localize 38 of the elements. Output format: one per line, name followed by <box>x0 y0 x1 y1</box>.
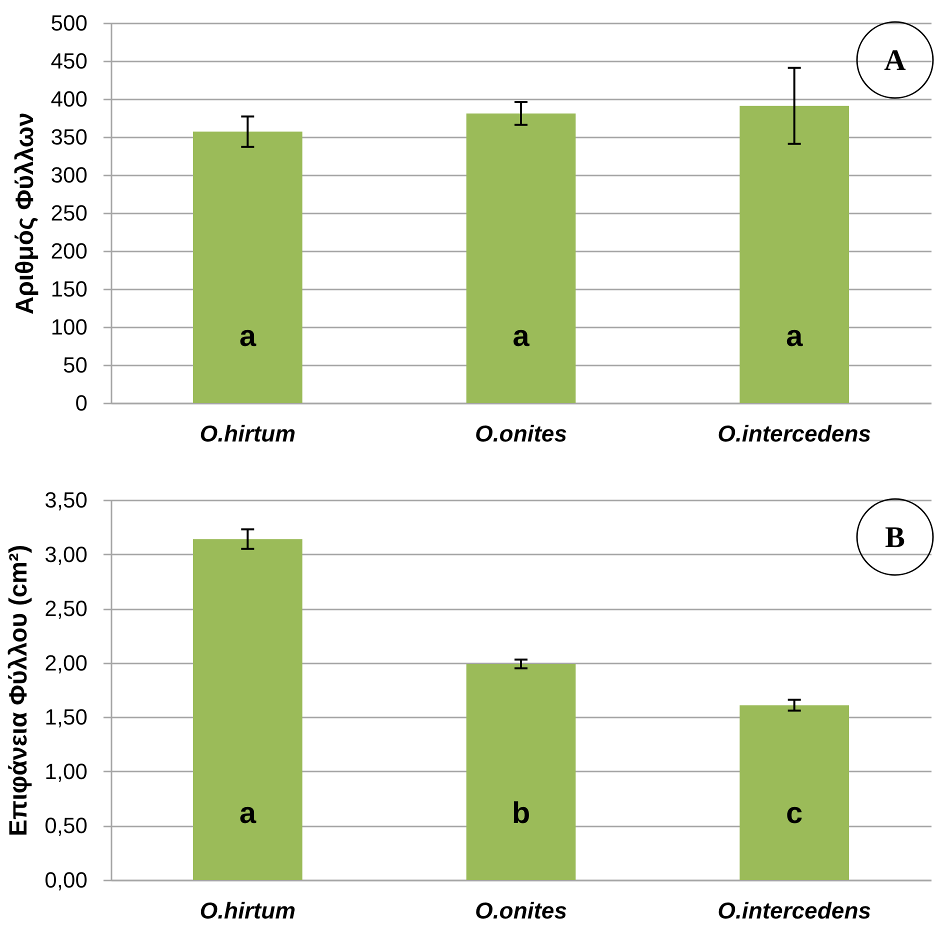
x-tick-label: O.intercedens <box>718 420 872 446</box>
annotation: b <box>512 797 530 830</box>
bar <box>193 539 302 880</box>
y-tick-label: 400 <box>50 86 88 112</box>
y-tick-label: 3,50 <box>44 488 88 512</box>
bar <box>466 664 576 880</box>
annotation: c <box>786 797 803 830</box>
y-tick-label: 250 <box>50 200 88 226</box>
y-tick-label: 2,00 <box>44 650 88 676</box>
y-tick-label: 2,50 <box>44 596 88 622</box>
y-tick-label: 50 <box>63 352 88 378</box>
y-tick-label: 350 <box>50 124 88 150</box>
y-tick-label: 500 <box>50 10 88 36</box>
y-tick-label: 0 <box>75 390 88 416</box>
text: B <box>884 521 906 554</box>
text: A <box>884 44 906 77</box>
x-tick-label: O.onites <box>474 898 568 924</box>
annotation: a <box>239 320 256 353</box>
x-tick-label: O.intercedens <box>718 898 872 924</box>
y-tick-label: 100 <box>50 314 88 340</box>
y-tick-label: 0,50 <box>44 813 88 838</box>
y-tick-label: 1,50 <box>44 704 88 730</box>
bar <box>740 705 849 880</box>
annotation: a <box>239 797 256 830</box>
annotation: a <box>512 320 530 353</box>
y-axis-title: Αριθμός Φύλλων <box>10 112 39 315</box>
annotation: a <box>786 320 803 353</box>
y-tick-label: 150 <box>50 276 88 302</box>
y-tick-label: 450 <box>50 48 88 74</box>
x-tick-label: O.hirtum <box>200 898 296 924</box>
y-tick-label: 0,00 <box>44 868 88 892</box>
x-tick-label: O.onites <box>474 420 568 446</box>
y-axis-title: Επιφάνεια Φύλλου (cm²) <box>4 544 33 836</box>
y-tick-label: 1,00 <box>44 758 88 784</box>
y-tick-label: 3,00 <box>44 542 88 567</box>
x-tick-label: O.hirtum <box>200 420 296 446</box>
y-tick-label: 200 <box>50 238 88 264</box>
y-tick-label: 300 <box>50 162 88 188</box>
